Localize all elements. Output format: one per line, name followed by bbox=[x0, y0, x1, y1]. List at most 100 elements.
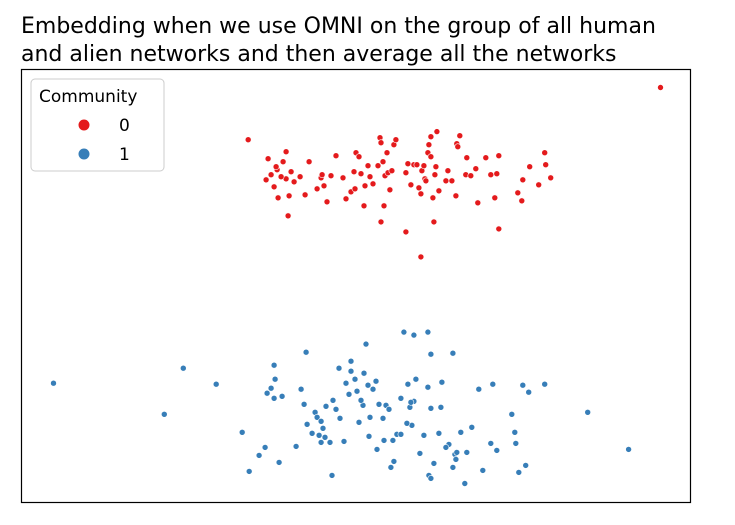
point-series-1-28 bbox=[329, 396, 337, 404]
point-series-0-86 bbox=[514, 189, 522, 197]
point-series-0-47 bbox=[388, 167, 396, 174]
point-series-0-68 bbox=[433, 128, 441, 135]
point-series-1-80 bbox=[508, 410, 516, 418]
point-series-0-82 bbox=[487, 171, 495, 178]
point-series-0-10 bbox=[274, 194, 282, 202]
point-series-1-96 bbox=[427, 404, 435, 412]
point-series-0-29 bbox=[351, 185, 359, 193]
chart-title-line-2: and alien networks and then average all … bbox=[21, 42, 616, 67]
point-series-1-6 bbox=[255, 452, 263, 459]
point-series-1-14 bbox=[292, 443, 300, 450]
point-series-1-76 bbox=[479, 467, 487, 474]
point-series-0-75 bbox=[456, 132, 464, 139]
point-series-1-85 bbox=[522, 462, 530, 469]
point-series-0-79 bbox=[472, 165, 480, 172]
point-series-0-87 bbox=[518, 197, 526, 205]
point-series-1-12 bbox=[275, 459, 283, 466]
point-series-1-23 bbox=[319, 424, 327, 432]
point-series-1-91 bbox=[424, 328, 432, 336]
point-series-0-89 bbox=[526, 163, 534, 170]
point-series-0-92 bbox=[542, 161, 550, 168]
point-series-1-2 bbox=[180, 364, 187, 372]
point-series-0-17 bbox=[305, 158, 313, 165]
point-series-0-52 bbox=[407, 181, 415, 189]
point-series-1-0 bbox=[50, 379, 57, 387]
point-series-0-100 bbox=[377, 218, 385, 226]
point-series-1-1 bbox=[161, 410, 168, 418]
legend-title: Community bbox=[39, 87, 137, 107]
point-series-1-46 bbox=[379, 414, 387, 422]
point-series-0-62 bbox=[425, 141, 433, 148]
point-series-1-107 bbox=[365, 432, 373, 440]
point-series-1-7 bbox=[261, 444, 269, 451]
point-series-1-31 bbox=[340, 438, 348, 445]
point-series-1-68 bbox=[449, 464, 457, 471]
point-series-0-84 bbox=[493, 170, 501, 177]
point-series-0-38 bbox=[374, 162, 382, 169]
point-series-1-54 bbox=[400, 328, 408, 336]
point-series-1-29 bbox=[332, 405, 340, 413]
point-series-0-91 bbox=[541, 149, 549, 156]
point-series-1-64 bbox=[427, 475, 435, 482]
point-series-0-21 bbox=[320, 182, 328, 190]
point-series-0-81 bbox=[482, 154, 490, 161]
point-series-1-34 bbox=[347, 357, 355, 365]
point-series-1-101 bbox=[437, 403, 445, 411]
point-series-0-33 bbox=[360, 202, 368, 210]
point-series-1-84 bbox=[519, 381, 527, 389]
point-series-0-65 bbox=[429, 194, 437, 202]
point-series-0-50 bbox=[402, 169, 410, 176]
point-series-1-110 bbox=[397, 430, 405, 438]
point-series-0-31 bbox=[355, 153, 363, 160]
point-series-1-24 bbox=[321, 433, 329, 441]
point-series-1-89 bbox=[625, 446, 632, 453]
point-series-1-30 bbox=[335, 364, 343, 372]
point-series-1-33 bbox=[345, 390, 353, 398]
point-series-0-56 bbox=[417, 190, 425, 198]
point-series-1-81 bbox=[511, 428, 519, 436]
point-series-1-49 bbox=[385, 405, 393, 413]
point-series-0-99 bbox=[284, 212, 292, 220]
point-series-0-26 bbox=[342, 195, 350, 203]
point-series-0-41 bbox=[379, 158, 387, 165]
point-series-1-70 bbox=[453, 449, 461, 456]
point-series-1-105 bbox=[389, 437, 397, 444]
point-series-1-3 bbox=[212, 380, 220, 388]
point-series-0-14 bbox=[290, 178, 298, 186]
point-series-0-15 bbox=[296, 173, 304, 180]
point-series-0-22 bbox=[323, 198, 331, 206]
point-series-0-74 bbox=[454, 143, 462, 150]
scatter-points bbox=[50, 84, 664, 487]
point-series-1-27 bbox=[328, 472, 336, 479]
point-series-0-20 bbox=[318, 171, 326, 178]
point-series-0-0 bbox=[244, 136, 252, 143]
point-series-1-73 bbox=[463, 449, 471, 456]
point-series-1-53 bbox=[397, 394, 405, 402]
point-series-0-98 bbox=[657, 84, 664, 91]
point-series-0-88 bbox=[519, 176, 527, 184]
point-series-0-69 bbox=[435, 187, 443, 195]
point-series-0-7 bbox=[262, 176, 270, 184]
point-series-0-23 bbox=[327, 172, 335, 179]
point-series-0-93 bbox=[547, 174, 555, 182]
point-series-0-77 bbox=[463, 154, 471, 161]
point-series-1-21 bbox=[315, 431, 323, 439]
point-series-1-94 bbox=[302, 348, 310, 356]
point-series-0-64 bbox=[427, 133, 435, 140]
point-series-1-11 bbox=[271, 375, 279, 383]
point-series-0-71 bbox=[444, 167, 452, 174]
point-series-1-13 bbox=[278, 392, 286, 400]
point-series-1-62 bbox=[424, 383, 432, 391]
point-series-1-37 bbox=[355, 418, 363, 426]
point-series-1-35 bbox=[351, 375, 359, 383]
point-series-0-42 bbox=[380, 202, 388, 210]
point-series-1-18 bbox=[308, 429, 316, 437]
point-series-0-37 bbox=[369, 180, 377, 188]
point-series-1-45 bbox=[375, 400, 383, 408]
point-series-1-43 bbox=[369, 385, 377, 393]
point-series-1-75 bbox=[475, 385, 483, 393]
point-series-1-16 bbox=[300, 400, 308, 408]
point-series-1-65 bbox=[430, 460, 438, 467]
point-series-0-35 bbox=[364, 162, 372, 169]
point-series-1-74 bbox=[468, 423, 476, 431]
